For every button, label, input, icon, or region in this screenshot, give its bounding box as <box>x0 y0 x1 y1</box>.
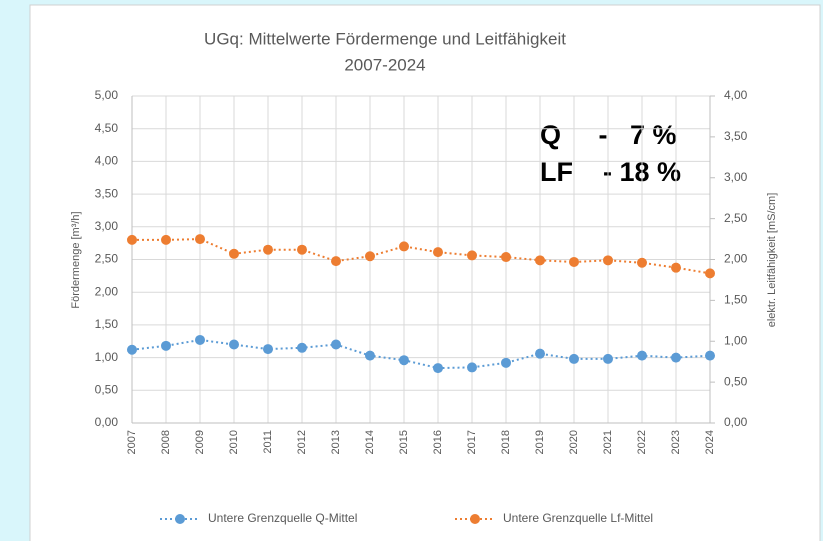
x-tick-label: 2017 <box>466 430 478 454</box>
data-point <box>365 251 375 262</box>
data-point <box>569 353 579 364</box>
y2-tick-label: 3,50 <box>724 129 748 143</box>
x-tick-label: 2009 <box>194 430 206 454</box>
chart-subtitle: 2007-2024 <box>344 55 425 74</box>
y-tick-label: 2,00 <box>95 284 119 298</box>
data-point <box>127 234 137 245</box>
annotation: LF - 18 % <box>540 157 681 187</box>
data-point <box>263 344 273 355</box>
legend-marker <box>470 514 480 524</box>
data-point <box>161 234 171 245</box>
chart-background <box>29 4 821 541</box>
data-point <box>535 255 545 266</box>
data-point <box>705 350 715 361</box>
data-point <box>331 339 341 350</box>
legend-label: Untere Grenzquelle Lf-Mittel <box>503 511 653 525</box>
y2-tick-label: 3,00 <box>724 170 748 184</box>
y2-axis-label: elektr. Leitfähigkeit [mS/cm] <box>766 193 778 328</box>
data-point <box>229 248 239 259</box>
y-tick-label: 0,00 <box>95 415 119 429</box>
y-axis-label: Fördermenge [m³/h] <box>70 211 82 308</box>
y-tick-label: 3,00 <box>95 219 119 233</box>
legend-marker <box>175 514 185 524</box>
y-tick-label: 2,50 <box>95 252 119 266</box>
x-tick-label: 2019 <box>534 430 546 454</box>
x-tick-label: 2012 <box>296 430 308 454</box>
y2-tick-label: 1,00 <box>724 333 748 347</box>
data-point <box>705 268 715 279</box>
y2-tick-label: 0,00 <box>724 415 748 429</box>
data-point <box>127 344 137 355</box>
data-point <box>297 244 307 255</box>
data-point <box>603 353 613 364</box>
data-point <box>399 355 409 366</box>
data-point <box>297 342 307 353</box>
data-point <box>671 352 681 363</box>
x-tick-label: 2014 <box>364 430 376 454</box>
y2-tick-label: 0,50 <box>724 374 748 388</box>
series-line <box>132 238 711 275</box>
y2-tick-label: 2,00 <box>724 252 748 266</box>
y-tick-label: 4,00 <box>95 154 119 168</box>
y-tick-label: 1,50 <box>95 317 119 331</box>
x-tick-label: 2011 <box>262 430 274 454</box>
y2-tick-label: 1,50 <box>724 293 748 307</box>
x-tick-label: 2010 <box>228 430 240 454</box>
data-point <box>195 234 205 245</box>
y-tick-label: 5,00 <box>95 88 119 102</box>
x-tick-label: 2022 <box>636 430 648 454</box>
x-tick-label: 2021 <box>602 430 614 454</box>
data-point <box>467 250 477 261</box>
data-point <box>161 340 171 351</box>
y-tick-label: 1,00 <box>95 350 119 364</box>
y-tick-label: 4,50 <box>95 121 119 135</box>
data-point <box>603 255 613 266</box>
data-point <box>229 339 239 350</box>
x-tick-label: 2013 <box>330 430 342 454</box>
y-tick-label: 0,50 <box>95 382 119 396</box>
data-point <box>399 241 409 252</box>
x-tick-label: 2007 <box>126 430 138 454</box>
y2-tick-label: 2,50 <box>724 211 748 225</box>
x-tick-label: 2008 <box>160 430 172 454</box>
x-tick-label: 2016 <box>432 430 444 454</box>
data-point <box>365 350 375 361</box>
data-point <box>671 262 681 273</box>
data-point <box>501 357 511 368</box>
data-point <box>467 362 477 373</box>
data-point <box>535 348 545 359</box>
x-tick-label: 2023 <box>670 430 682 454</box>
y2-tick-label: 4,00 <box>724 88 748 102</box>
data-point <box>331 256 341 267</box>
data-point <box>433 363 443 374</box>
x-tick-label: 2015 <box>398 430 410 454</box>
data-point <box>263 244 273 255</box>
data-point <box>637 350 647 361</box>
data-point <box>433 247 443 258</box>
data-point <box>637 257 647 268</box>
x-tick-label: 2018 <box>500 430 512 454</box>
data-point <box>195 334 205 345</box>
x-tick-label: 2024 <box>704 430 716 454</box>
chart-title: UGq: Mittelwerte Fördermenge und Leitfäh… <box>204 29 566 48</box>
y-tick-label: 3,50 <box>95 186 119 200</box>
x-tick-label: 2020 <box>568 430 580 454</box>
data-point <box>569 256 579 267</box>
legend-label: Untere Grenzquelle Q-Mittel <box>208 511 357 525</box>
data-point <box>501 252 511 263</box>
